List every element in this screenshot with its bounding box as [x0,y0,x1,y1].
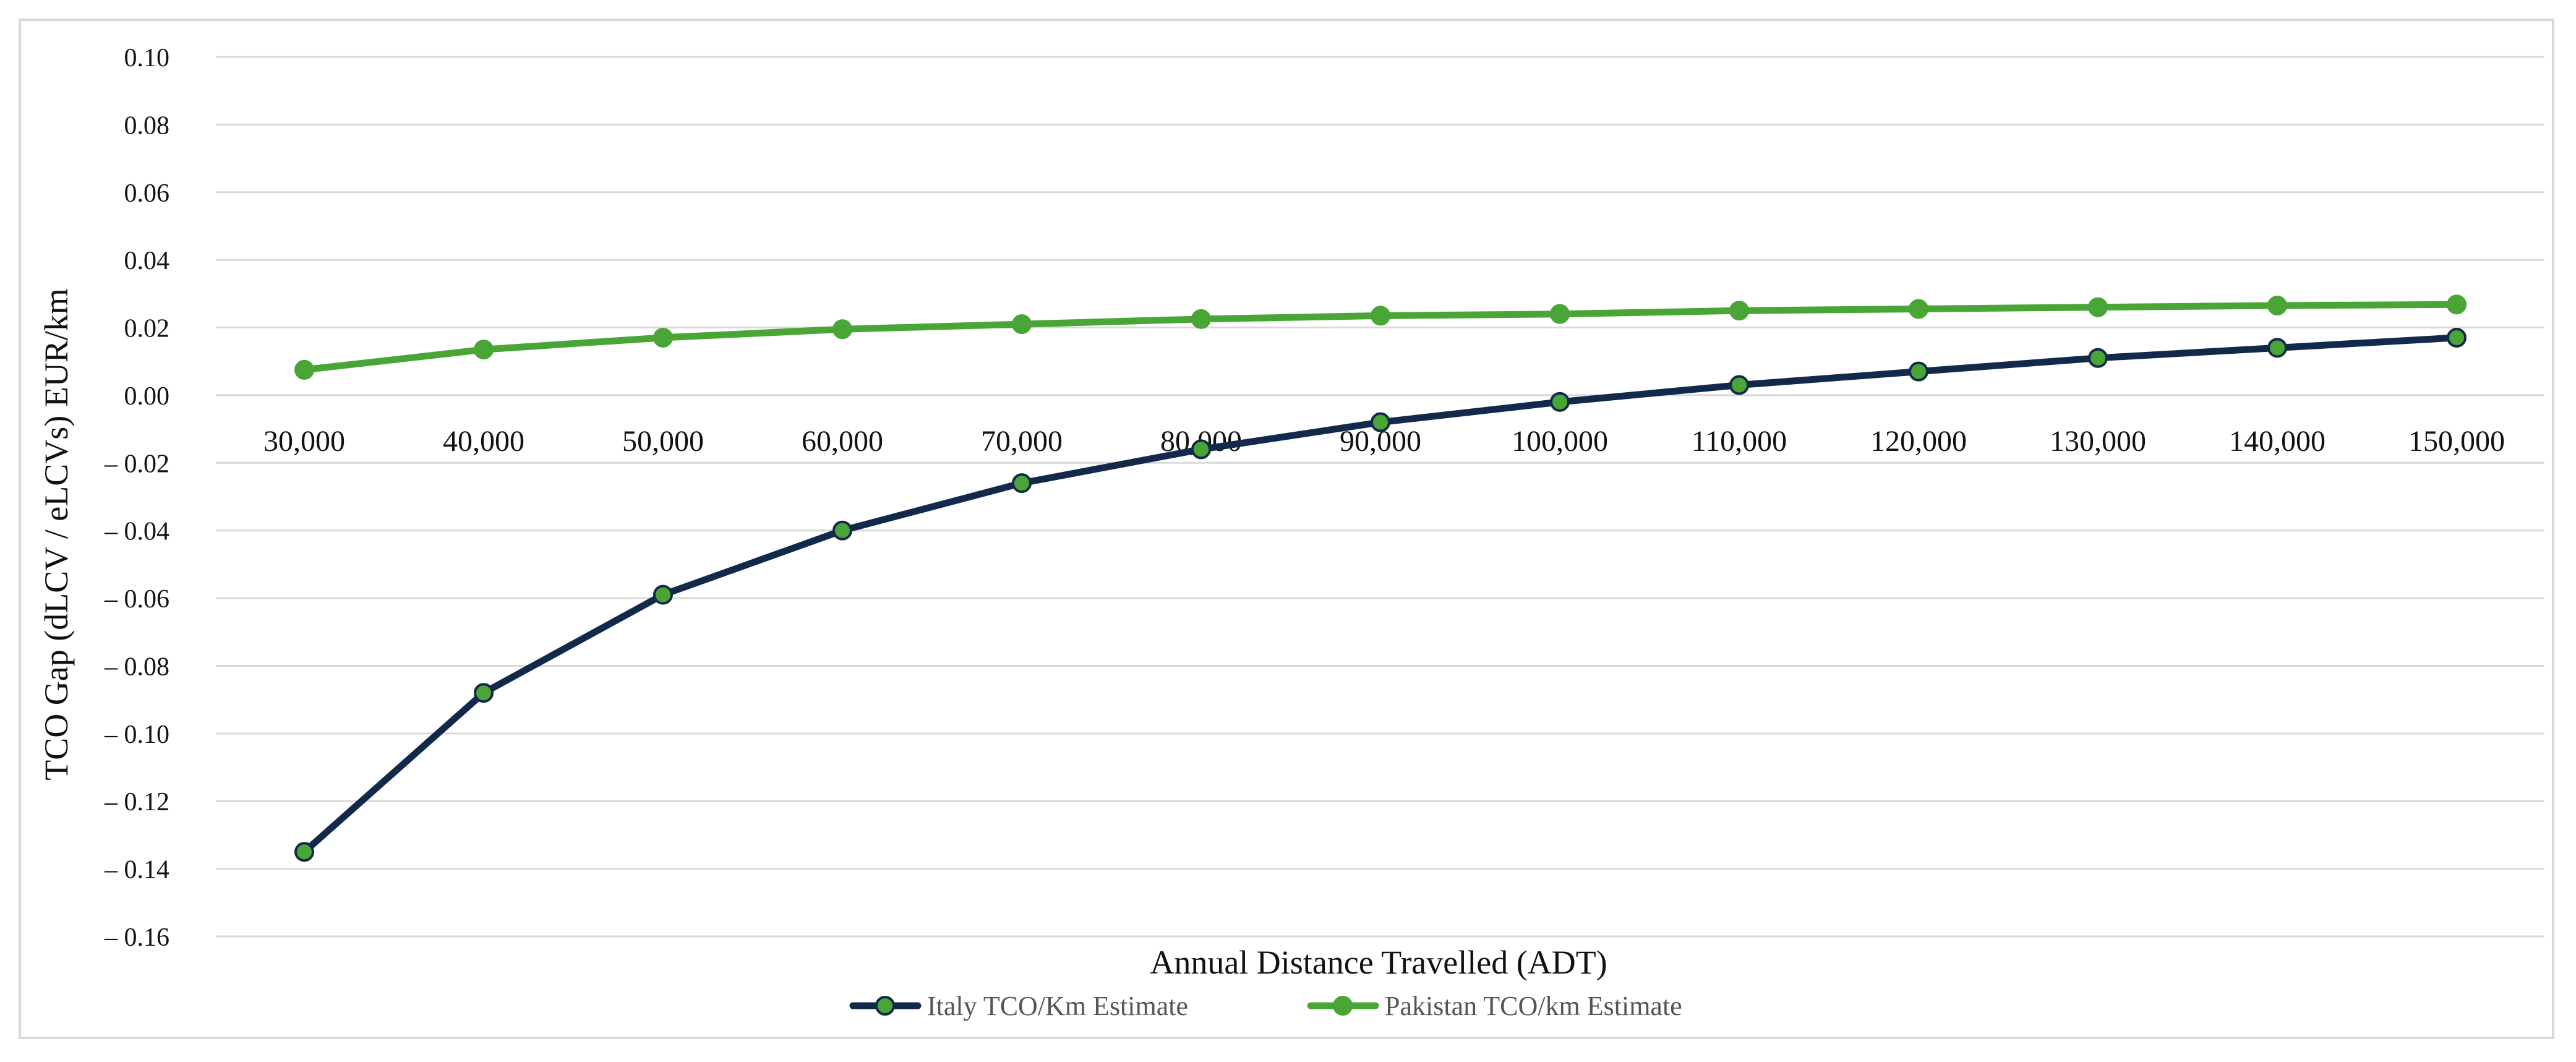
data-point-0 [653,585,673,605]
y-tick-label: 0.02 [124,315,170,343]
data-point-1 [1191,309,1211,329]
x-tick-label: 120,000 [1870,425,1967,458]
data-point-0 [2267,338,2287,358]
data-point-1 [653,327,673,348]
data-point-1 [2267,295,2287,315]
legend-marker-0 [875,996,895,1016]
x-tick-label: 40,000 [443,425,524,458]
data-point-0 [1550,392,1570,412]
y-tick-label: – 0.12 [104,788,169,816]
data-point-0 [1909,361,1928,382]
data-point-0 [294,842,314,862]
data-point-0 [474,683,494,703]
legend-marker-1 [1333,996,1353,1016]
data-point-1 [2088,297,2108,317]
y-tick-label: – 0.06 [104,585,169,614]
data-point-0 [2447,327,2467,348]
series-markers [294,294,2467,862]
data-point-0 [1191,439,1211,460]
y-tick-label: 0.10 [124,44,170,72]
data-point-1 [1729,301,1749,321]
y-axis-title: TCO Gap (dLCV / eLCVs) EUR/km [38,288,75,780]
legend-label-1: Pakistan TCO/km Estimate [1385,991,1682,1021]
x-tick-label: 150,000 [2408,425,2505,458]
chart-frame: 0.10 0.08 0.06 0.04 0.02 0.00 – 0.02 – 0.04 – 0.… [19,19,2554,1039]
data-point-0 [1729,375,1749,395]
data-point-1 [474,340,494,360]
x-tick-label: 110,000 [1692,425,1787,458]
legend-label-0: Italy TCO/Km Estimate [927,991,1188,1021]
data-point-0 [1371,412,1390,432]
data-point-0 [2088,348,2108,368]
data-point-0 [1012,473,1032,494]
data-point-1 [1371,306,1390,326]
legend: Italy TCO/Km Estimate Pakistan TCO/km Est… [849,991,1682,1021]
x-tick-label: 50,000 [622,425,704,458]
data-point-1 [1550,304,1570,324]
chart-svg: 0.10 0.08 0.06 0.04 0.02 0.00 – 0.02 – 0.04 – 0.… [38,44,2544,1021]
data-point-1 [1012,314,1032,335]
x-axis-title: Annual Distance Travelled (ADT) [1150,944,1607,981]
y-tick-label: 0.08 [124,111,170,140]
x-tick-label: 100,000 [1512,425,1608,458]
y-tick-label: – 0.14 [104,856,169,884]
y-tick-label: 0.00 [124,382,170,411]
x-tick-label: 130,000 [2050,425,2146,458]
x-tick-label: 30,000 [263,425,345,458]
y-tick-label: – 0.10 [104,721,169,749]
data-point-1 [1909,299,1928,319]
x-tick-label: 70,000 [981,425,1063,458]
data-point-1 [832,319,852,340]
series-lines [301,301,2460,855]
x-tick-label: 140,000 [2229,425,2326,458]
y-tick-labels: 0.10 0.08 0.06 0.04 0.02 0.00 – 0.02 – 0.04 – 0.… [104,44,169,952]
y-tick-label: – 0.08 [104,653,169,681]
x-tick-labels: 30,00040,00050,00060,00070,00080,00090,0… [263,425,2505,458]
data-point-1 [2447,294,2467,315]
y-tick-label: – 0.02 [104,450,169,478]
data-point-0 [832,520,852,541]
grid-lines [216,56,2544,938]
y-tick-label: 0.06 [124,179,170,208]
data-point-1 [294,359,314,380]
y-tick-label: 0.04 [124,247,170,275]
y-tick-label: – 0.16 [104,923,169,952]
x-tick-label: 60,000 [802,425,883,458]
y-tick-label: – 0.04 [104,518,169,546]
